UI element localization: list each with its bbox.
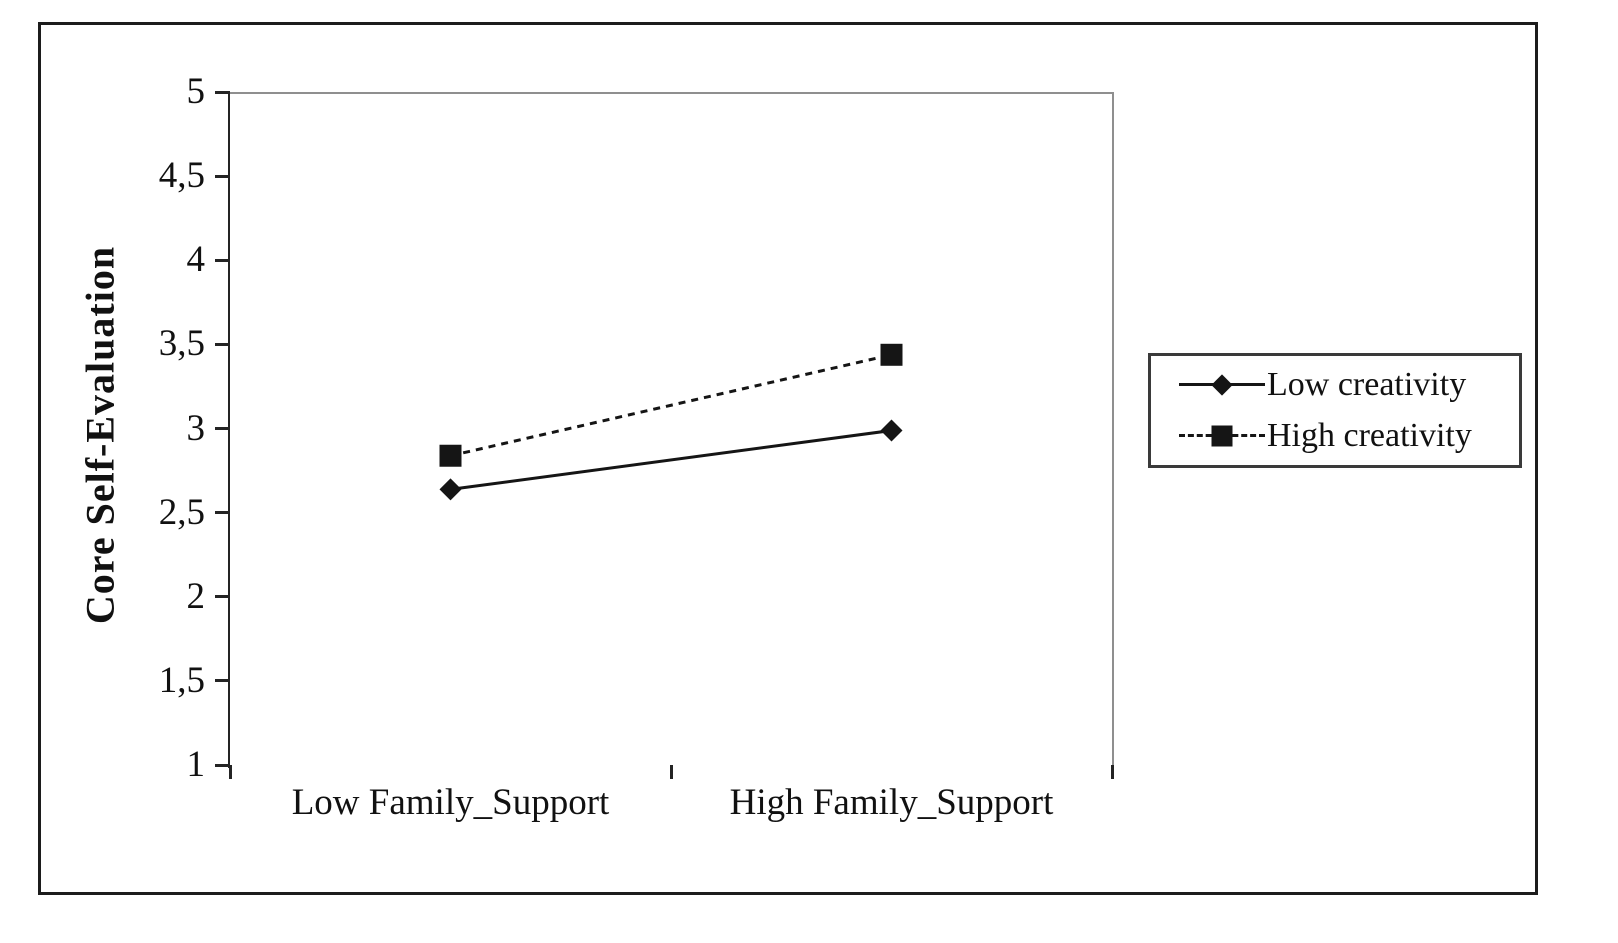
square-icon [1211,425,1233,447]
y-tick-mark [215,595,230,599]
y-tick-label: 4 [186,239,206,281]
y-axis-tick-labels: 5 4,5 4 3,5 3 2,5 2 1,5 1 [90,71,206,785]
square-marker [439,444,462,467]
y-tick-label: 3,5 [158,323,205,365]
y-tick-label: 1,5 [158,659,205,701]
y-axis-line [228,92,231,768]
legend-sample-solid-line [1179,373,1265,397]
y-tick-mark [215,679,230,683]
y-tick-label: 5 [186,71,206,112]
diamond-marker [880,419,903,442]
x-axis-category-labels: Low Family_Support High Family_Support [230,779,1112,839]
legend-row: Low creativity [1179,362,1519,408]
y-tick-mark [215,90,230,94]
y-tick-mark [215,342,230,346]
legend: Low creativity High creativity [1148,353,1522,468]
diamond-marker [439,478,462,501]
series-line-low-creativity [450,429,892,491]
x-category-label: Low Family_Support [291,782,610,823]
y-tick-label: 1 [186,744,206,785]
x-tick-mark [1110,765,1114,779]
legend-sample-dashed-line [1179,424,1265,448]
y-tick-mark [215,511,230,515]
y-tick-label: 2,5 [158,491,205,533]
y-tick-mark [215,174,230,178]
y-tick-mark [215,763,230,767]
y-tick-label: 4,5 [158,155,205,197]
legend-label: High creativity [1267,417,1472,455]
series-line-high-creativity [450,353,892,458]
y-tick-mark [215,258,230,262]
square-marker [880,343,903,366]
diamond-icon [1211,374,1233,396]
x-tick-mark [669,765,673,779]
legend-row: High creativity [1179,413,1519,459]
x-category-label: High Family_Support [729,782,1054,823]
y-tick-label: 3 [186,407,206,449]
plot-area [230,92,1114,767]
series-layer [439,343,903,501]
y-tick-label: 2 [186,575,206,617]
x-tick-mark [228,765,232,779]
legend-label: Low creativity [1267,365,1467,403]
y-tick-mark [215,427,230,430]
